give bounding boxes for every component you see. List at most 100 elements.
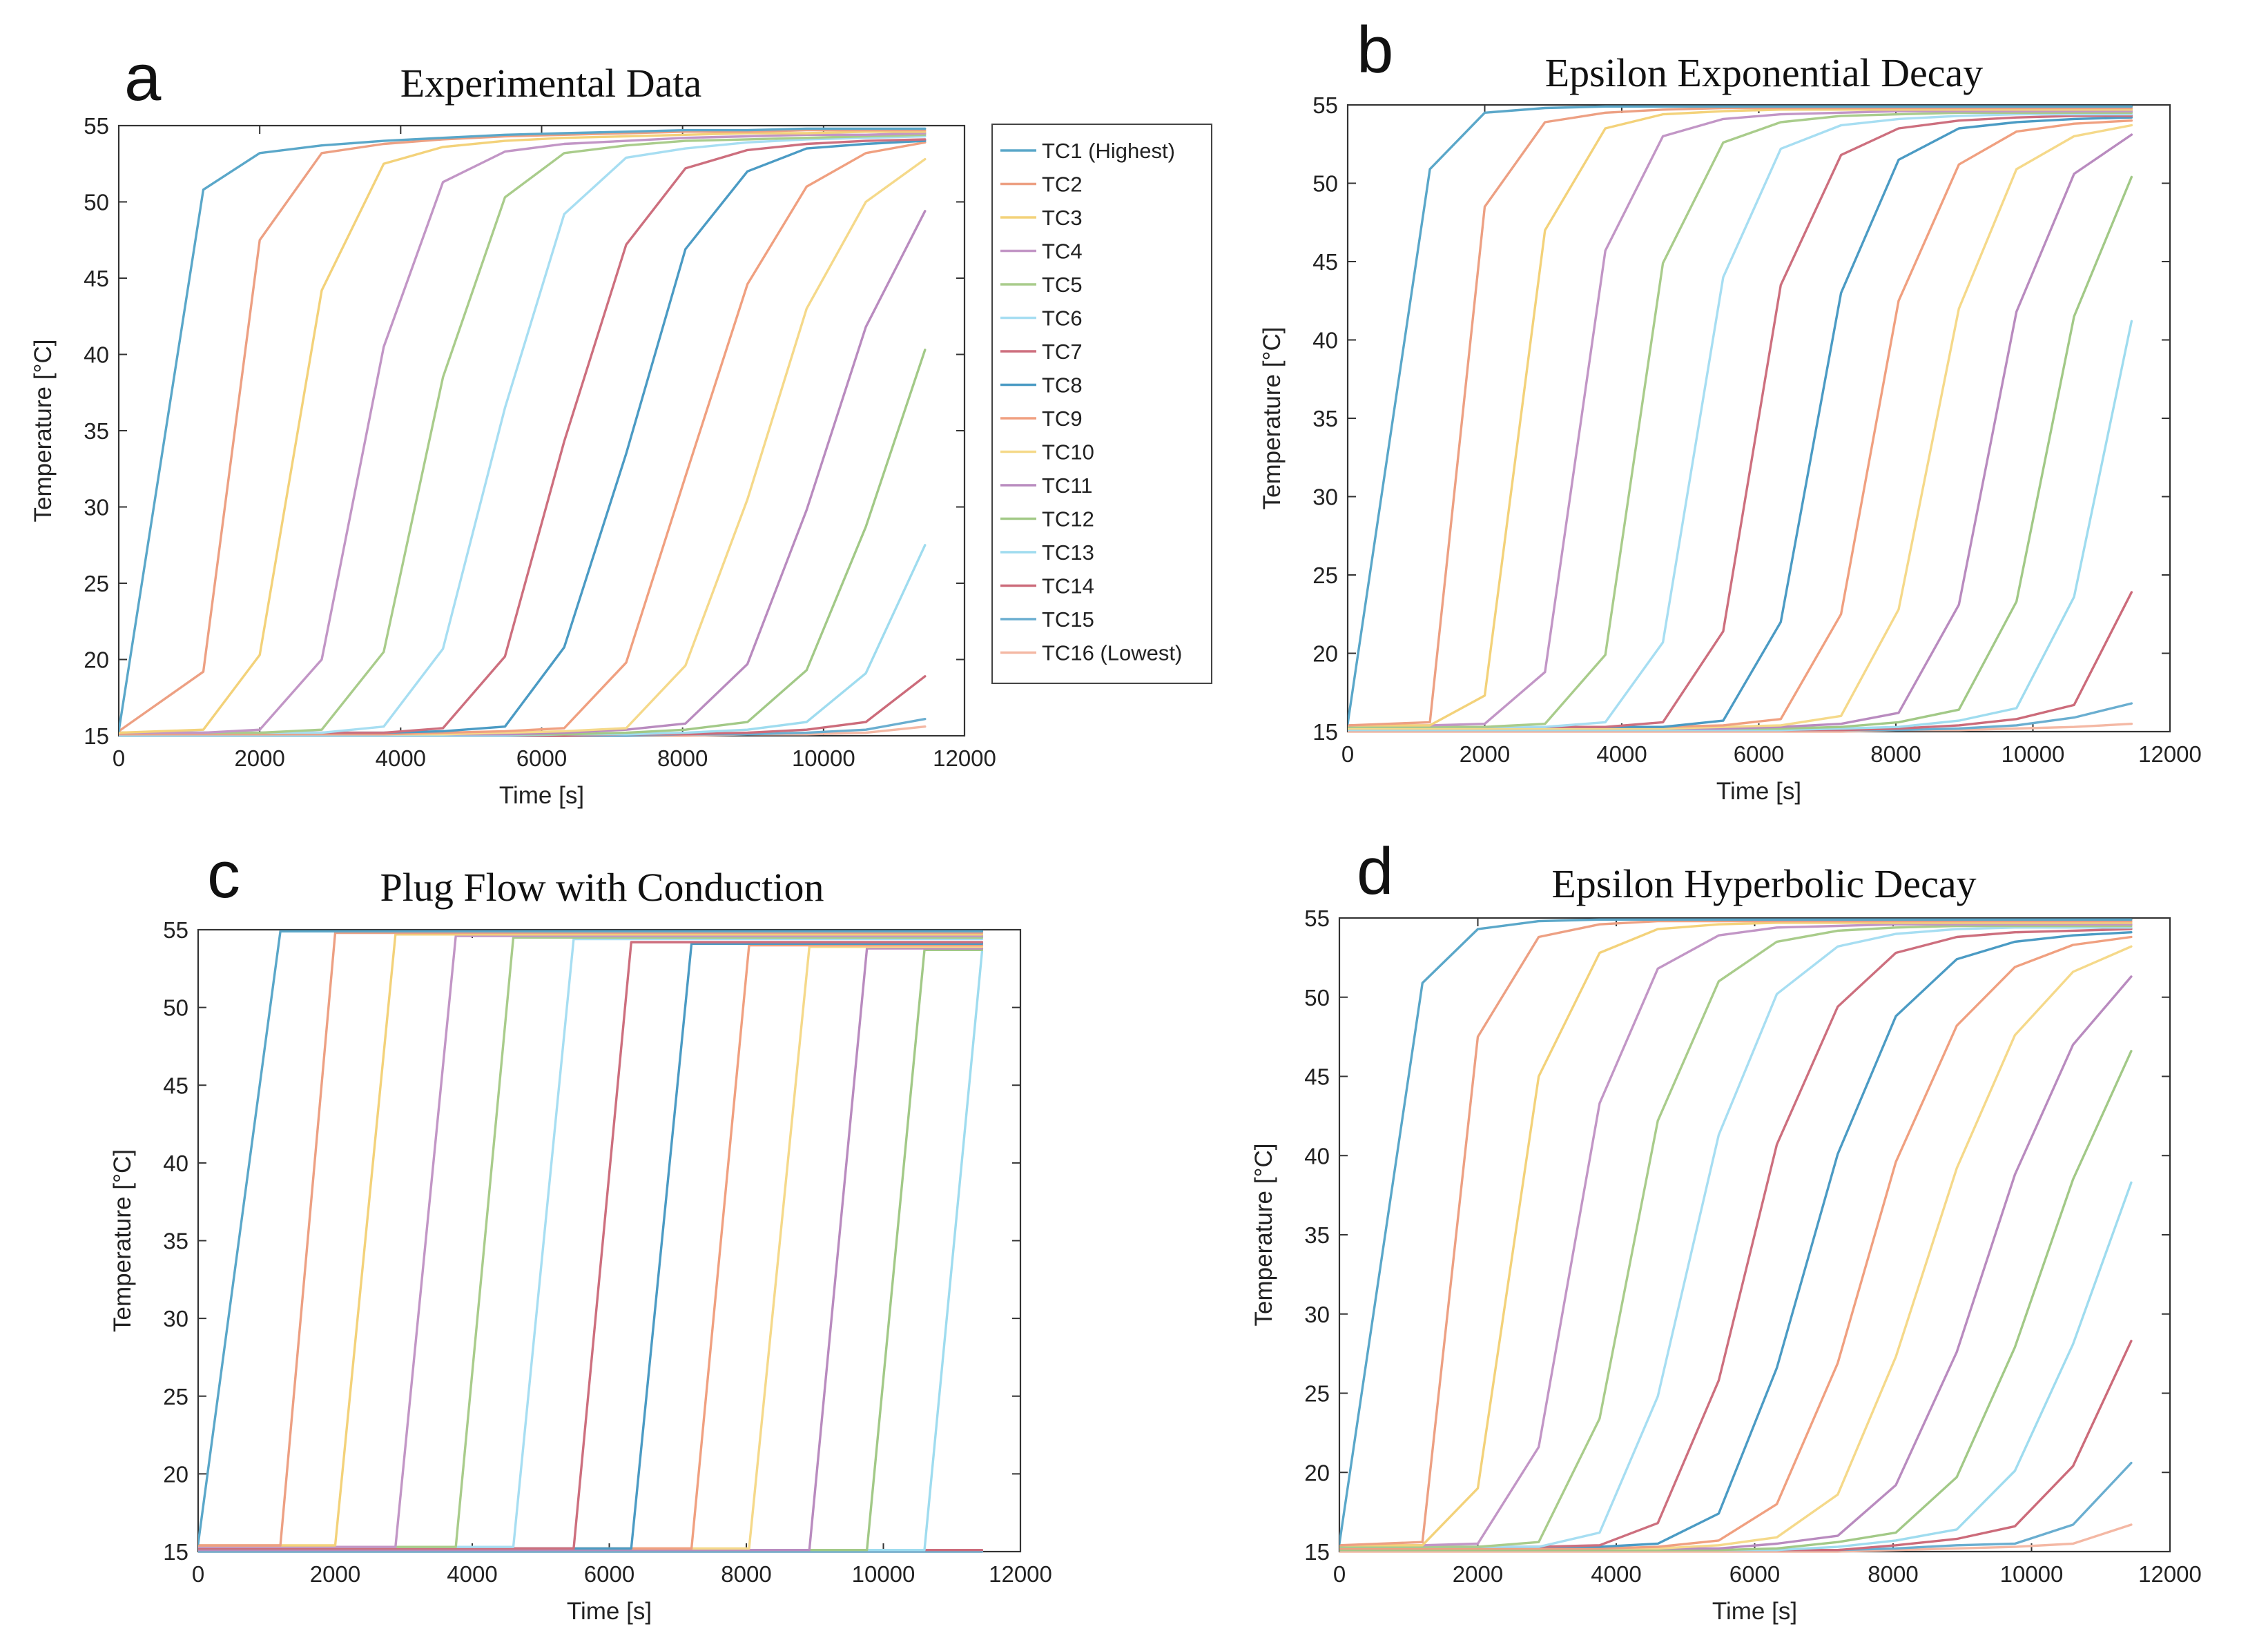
series-line-tc3	[1348, 108, 2133, 727]
y-tick-label: 15	[84, 723, 109, 749]
y-axis-label: Temperature [°C]	[109, 1149, 136, 1332]
legend-label: TC5	[1042, 273, 1083, 297]
legend-label: TC9	[1042, 407, 1083, 431]
series-line-tc2	[1339, 919, 2133, 1547]
x-tick-label: 6000	[1734, 741, 1784, 767]
y-tick-label: 15	[1312, 719, 1338, 745]
series-line-tc2	[119, 128, 927, 733]
chart-title: Epsilon Hyperbolic Decay	[1551, 861, 1976, 906]
y-tick-label: 20	[1304, 1460, 1330, 1485]
x-tick-label: 2000	[1453, 1561, 1503, 1587]
y-tick-label: 15	[163, 1539, 188, 1565]
x-tick-label: 2000	[1460, 741, 1510, 767]
x-tick-label: 10000	[792, 745, 855, 771]
y-tick-label: 55	[1304, 906, 1330, 931]
x-tick-label: 4000	[1596, 741, 1647, 767]
y-tick-label: 50	[84, 190, 109, 215]
series-line-tc12	[1339, 1050, 2133, 1552]
legend-label: TC2	[1042, 173, 1083, 197]
chart-title: Plug Flow with Conduction	[380, 865, 824, 910]
chart-panel-a: a Experimental Data 0 2000 4000 6000 8000 10000…	[30, 41, 1212, 809]
legend-label: TC13	[1042, 540, 1094, 565]
y-tick-label: 40	[84, 342, 109, 368]
series-group	[198, 930, 984, 1553]
chart-panel-d: d Epsilon Hyperbolic Decay 0 2000 4000 6000 80…	[1250, 834, 2202, 1625]
x-tick-label: 2000	[310, 1561, 360, 1587]
series-line-tc1-highest	[119, 127, 927, 733]
x-tick-label: 0	[1341, 741, 1354, 767]
series-group	[1339, 918, 2133, 1553]
y-tick-label: 30	[1312, 485, 1338, 510]
series-line-tc3	[198, 933, 984, 1547]
x-tick-label: 4000	[447, 1561, 497, 1587]
y-tick-label: 55	[84, 113, 109, 139]
series-line-tc4	[119, 132, 927, 734]
panel-letter: c	[207, 838, 240, 912]
series-group	[1348, 105, 2133, 733]
legend: TC1 (Highest) TC2 TC3 TC4 TC5 TC6 TC7 TC8 TC9 TC1…	[991, 124, 1212, 684]
x-tick-label: 12000	[989, 1561, 1052, 1587]
y-tick-label: 25	[163, 1384, 188, 1409]
y-tick-label: 55	[163, 917, 188, 943]
series-line-tc4	[198, 935, 984, 1548]
y-tick-label: 40	[1312, 328, 1338, 353]
chart-title: Experimental Data	[400, 61, 701, 106]
x-tick-label: 12000	[2138, 1561, 2202, 1587]
x-tick-label: 8000	[657, 745, 708, 771]
x-tick-label: 6000	[584, 1561, 634, 1587]
y-tick-label: 55	[1312, 92, 1338, 118]
x-tick-label: 2000	[234, 745, 284, 771]
y-tick-label: 30	[84, 495, 109, 520]
x-tick-label: 0	[1333, 1561, 1346, 1587]
legend-label: TC10	[1042, 440, 1094, 465]
legend-label: TC8	[1042, 373, 1083, 398]
y-tick-label: 30	[1304, 1302, 1330, 1327]
chart-panel-c: c Plug Flow with Conduction 0 2000 4000 6000 8…	[109, 838, 1052, 1625]
x-tick-label: 8000	[1870, 741, 1921, 767]
series-line-tc2	[198, 931, 984, 1547]
y-tick-label: 45	[163, 1073, 188, 1098]
x-axis-label: Time [s]	[1716, 778, 1801, 805]
series-line-tc2	[1348, 106, 2133, 727]
y-tick-label: 50	[163, 995, 188, 1021]
series-line-tc3	[119, 130, 927, 734]
y-tick-label: 45	[1304, 1064, 1330, 1090]
y-tick-label: 25	[1304, 1381, 1330, 1407]
y-tick-label: 35	[1312, 406, 1338, 431]
x-tick-label: 0	[192, 1561, 204, 1587]
plot-area	[117, 124, 966, 737]
legend-label: TC1 (Highest)	[1042, 139, 1175, 163]
x-tick-label: 0	[113, 745, 125, 771]
x-axis-label: Time [s]	[1712, 1598, 1797, 1625]
y-tick-label: 25	[1312, 563, 1338, 588]
y-tick-label: 25	[84, 571, 109, 596]
y-axis-label: Temperature [°C]	[30, 340, 57, 522]
x-axis-label: Time [s]	[567, 1598, 652, 1625]
legend-label: TC14	[1042, 574, 1094, 598]
series-line-tc5	[1339, 924, 2133, 1548]
chart-title: Epsilon Exponential Decay	[1545, 50, 1984, 95]
y-tick-label: 30	[163, 1306, 188, 1331]
legend-label: TC15	[1042, 607, 1094, 632]
panel-letter: b	[1357, 13, 1393, 87]
y-tick-label: 50	[1312, 171, 1338, 197]
legend-label: TC6	[1042, 306, 1083, 331]
panel-letter: d	[1357, 834, 1393, 908]
series-line-tc1-highest	[1348, 105, 2133, 725]
x-tick-label: 4000	[376, 745, 426, 771]
x-tick-label: 8000	[1868, 1561, 1918, 1587]
series-line-tc4	[1339, 923, 2133, 1547]
x-tick-label: 10000	[2002, 741, 2065, 767]
series-line-tc16-lowest	[1348, 722, 2133, 733]
series-line-tc16-lowest	[1339, 1523, 2133, 1553]
legend-box	[991, 124, 1212, 684]
x-tick-label: 6000	[1729, 1561, 1780, 1587]
series-line-tc1-highest	[1339, 918, 2133, 1545]
y-axis-label: Temperature [°C]	[1250, 1144, 1277, 1327]
x-tick-label: 8000	[721, 1561, 771, 1587]
legend-label: TC11	[1042, 473, 1093, 498]
y-tick-label: 20	[84, 647, 109, 673]
y-axis-label: Temperature [°C]	[1259, 327, 1286, 510]
series-line-tc9	[1339, 935, 2133, 1550]
series-line-tc5	[119, 133, 927, 734]
